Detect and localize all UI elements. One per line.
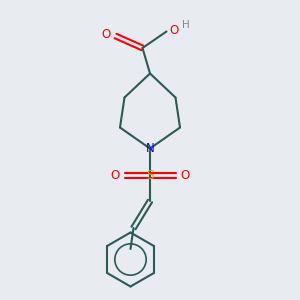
- Text: S: S: [146, 169, 154, 182]
- Text: O: O: [181, 169, 190, 182]
- Text: N: N: [146, 142, 154, 155]
- Text: O: O: [169, 23, 178, 37]
- Text: H: H: [182, 20, 190, 30]
- Text: O: O: [110, 169, 119, 182]
- Text: O: O: [102, 28, 111, 41]
